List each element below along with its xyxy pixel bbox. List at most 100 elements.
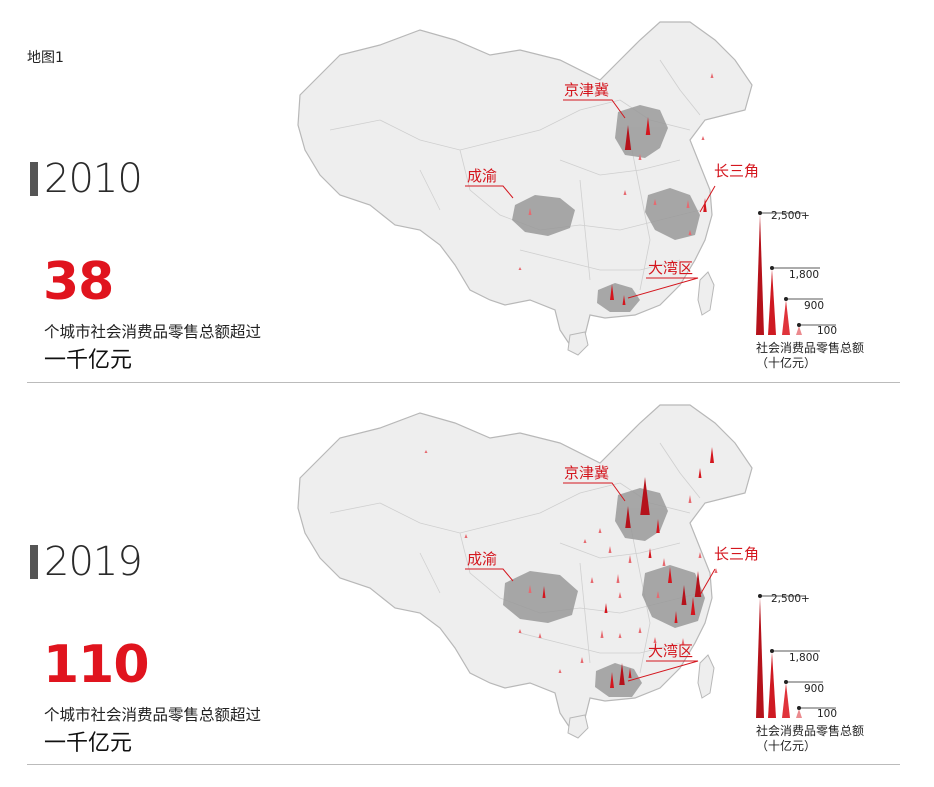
year-heading: 2010 [30, 156, 143, 202]
city-spike-marker [638, 154, 642, 160]
city-spike-marker [681, 585, 687, 605]
map-land [297, 404, 753, 739]
city-spike-marker [623, 190, 627, 195]
legend-value-2500: 2,500+ [771, 593, 810, 605]
city-spike-marker [638, 627, 642, 633]
year-bar [30, 162, 38, 196]
city-spike-marker [690, 597, 696, 615]
divider [27, 382, 900, 383]
city-spike-marker [668, 268, 672, 272]
city-spike-marker [625, 506, 631, 528]
city-spike-marker [674, 611, 678, 623]
cluster-csj [642, 565, 705, 628]
city-spike-marker [616, 574, 620, 583]
region-label-csj: 长三角 [714, 545, 760, 563]
year-heading: 2019 [30, 539, 143, 585]
city-spike-marker [464, 534, 468, 538]
cluster-cy [503, 571, 578, 623]
region-label-jjj: 京津冀 [564, 464, 610, 482]
legend-value-1800: 1,800 [789, 269, 820, 281]
description-line1: 个城市社会消费品零售总额超过 [44, 323, 262, 341]
city-spike-marker [662, 558, 666, 566]
city-spike-marker [698, 552, 702, 558]
legend-value-900: 900 [804, 300, 825, 312]
city-spike-marker [538, 633, 542, 638]
city-spike-marker [610, 672, 614, 688]
city-count: 110 [43, 635, 150, 695]
city-spike-marker [668, 567, 672, 583]
city-spike-marker [653, 637, 657, 643]
city-spike-marker [624, 125, 632, 150]
city-spike-marker [688, 230, 692, 235]
city-spike-marker [528, 208, 532, 215]
city-spike-marker [640, 477, 650, 515]
region-label-dwq: 大湾区 [648, 259, 694, 277]
legend-title: 社会消费品零售总额 （十亿元） [756, 341, 864, 371]
city-spike-marker [628, 668, 632, 678]
legend-spikes [756, 211, 836, 335]
region-label-dwq: 大湾区 [648, 642, 694, 660]
city-spike-marker [518, 267, 522, 270]
city-spike-marker [610, 284, 614, 300]
city-spike-marker [698, 468, 702, 478]
legend-value-900: 900 [804, 683, 825, 695]
legend-title: 社会消费品零售总额 （十亿元） [756, 724, 864, 754]
city-spike-marker [645, 117, 651, 135]
city-spike-marker [628, 555, 632, 563]
year-text: 2019 [44, 539, 143, 585]
china-map [297, 404, 836, 739]
city-spike-marker [424, 450, 428, 453]
region-label-cy: 成渝 [467, 550, 498, 568]
city-spike-marker [618, 633, 622, 638]
city-spike-marker [656, 591, 660, 598]
city-spike-marker [686, 200, 690, 208]
city-spike-marker [600, 630, 604, 638]
legend-value-100: 100 [817, 325, 838, 337]
region-label-cy: 成渝 [467, 167, 498, 185]
china-map [297, 21, 836, 356]
cluster-csj [645, 188, 700, 240]
city-spike-marker [590, 577, 594, 583]
legend-title-line1: 社会消费品零售总额 [756, 724, 865, 738]
legend-value-1800: 1,800 [789, 652, 820, 664]
region-label-jjj: 京津冀 [564, 81, 610, 99]
city-spike-marker [656, 519, 660, 533]
leader-lines [465, 99, 716, 299]
city-spikes [518, 73, 714, 305]
city-count: 38 [43, 252, 114, 312]
city-spike-marker [714, 568, 718, 573]
city-spike-marker [619, 663, 625, 685]
city-spike-marker [701, 136, 705, 140]
city-spike-marker [694, 571, 702, 597]
description-line2: 一千亿元 [44, 731, 133, 756]
city-spike-marker [542, 586, 546, 598]
city-spike-marker [583, 539, 587, 543]
city-spike-marker [653, 199, 657, 205]
legend-title-line2: （十亿元） [756, 356, 817, 370]
city-spike-marker [580, 657, 584, 663]
city-spike-marker [688, 495, 692, 503]
city-spike-marker [710, 73, 714, 78]
year-text: 2010 [44, 156, 143, 202]
description-line2: 一千亿元 [44, 348, 133, 373]
legend-title-line1: 社会消费品零售总额 [756, 341, 865, 355]
description-line1: 个城市社会消费品零售总额超过 [44, 706, 262, 724]
city-spike-marker [622, 295, 626, 305]
map-label: 地图1 [27, 50, 64, 66]
city-spike-marker [598, 528, 602, 533]
city-spikes [424, 447, 718, 688]
legend-title-line2: （十亿元） [756, 739, 817, 753]
cluster-cy [512, 195, 575, 236]
legend-value-100: 100 [817, 708, 838, 720]
city-spike-marker [518, 629, 522, 633]
city-spike-marker [681, 638, 685, 645]
map-land [297, 21, 753, 356]
city-clusters [503, 488, 705, 697]
city-spike-marker [558, 669, 562, 673]
cluster-dwq [597, 283, 640, 312]
region-label-csj: 长三角 [714, 162, 760, 180]
year-bar [30, 545, 38, 579]
city-spike-marker [618, 592, 622, 598]
panel-2019: 2019 110 个城市社会消费品零售总额超过 一千亿元 京津冀 成渝 长三角 … [0, 383, 934, 765]
city-spike-marker [604, 603, 608, 613]
